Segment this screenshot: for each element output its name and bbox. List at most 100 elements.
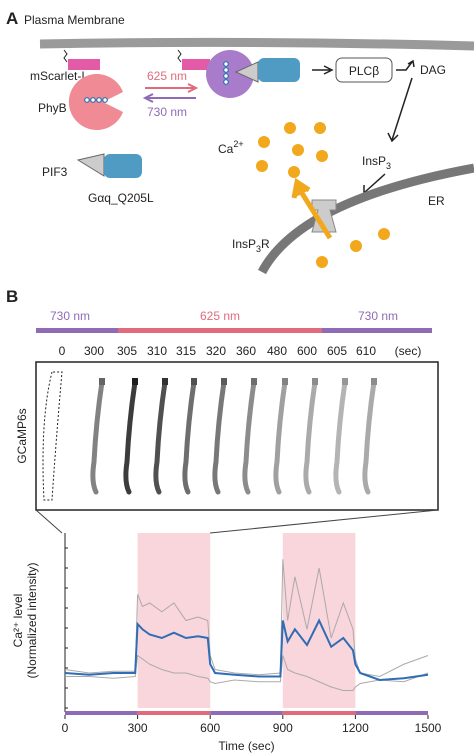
light-bar xyxy=(65,711,138,715)
trace xyxy=(64,618,429,682)
light-off: 730 nm xyxy=(147,105,187,119)
time-label: 600 xyxy=(297,344,317,358)
text: R xyxy=(261,237,270,251)
cell-outline xyxy=(42,371,63,501)
image-frame xyxy=(35,361,439,511)
cell-tip xyxy=(191,378,197,385)
ca-ions xyxy=(256,122,390,268)
gaq xyxy=(104,154,142,178)
insp3-label: InsP3 xyxy=(362,154,391,171)
subscript: 3 xyxy=(386,161,391,171)
light-bar xyxy=(282,711,356,715)
light-bar xyxy=(137,711,211,715)
phyb xyxy=(68,74,123,130)
x-tick-label: 600 xyxy=(200,721,220,735)
pif3 xyxy=(76,153,105,177)
cell xyxy=(362,379,377,495)
text: InsP xyxy=(362,154,386,168)
x-tick-label: 300 xyxy=(128,721,148,735)
cell-tip xyxy=(221,378,227,385)
mscarlet-label: mScarlet-I xyxy=(30,69,85,83)
er-membrane xyxy=(258,163,474,275)
plc-label: PLCβ xyxy=(349,64,379,78)
time-label: 480 xyxy=(267,344,287,358)
er-label: ER xyxy=(428,194,445,208)
plot: 0 300 600 900 1200 1500 Time (sec) Ca²⁺ level (N… xyxy=(11,533,442,753)
cell-tip xyxy=(342,378,348,385)
x-tick-label: 1500 xyxy=(415,721,442,735)
cell xyxy=(273,379,288,495)
gaq xyxy=(258,58,300,82)
mscarlet xyxy=(68,59,100,70)
x-tick-label: 1200 xyxy=(342,721,369,735)
time-label: 310 xyxy=(147,344,167,358)
light-period xyxy=(137,533,211,708)
cell-tip xyxy=(312,378,318,385)
light-segment xyxy=(118,328,322,333)
anchor xyxy=(63,49,68,63)
arrow xyxy=(142,93,196,103)
cell-tip xyxy=(251,378,257,385)
arrow xyxy=(387,77,413,143)
cell-images xyxy=(90,378,377,495)
y-axis-label: Ca²⁺ level xyxy=(11,594,25,648)
time-label: 360 xyxy=(236,344,256,358)
insp3r-label: InsP3R xyxy=(232,237,270,254)
cell-tip xyxy=(162,378,168,385)
phyb-label: PhyB xyxy=(38,101,67,115)
arrow xyxy=(312,65,334,75)
light-segment xyxy=(322,328,432,333)
light-bar xyxy=(210,711,283,715)
light-label: 730 nm xyxy=(358,309,398,323)
panel-label: B xyxy=(6,287,18,306)
trace xyxy=(64,559,429,678)
time-label: 305 xyxy=(117,344,137,358)
x-axis-label: Time (sec) xyxy=(218,739,274,753)
text: InsP xyxy=(232,237,256,251)
light-label: 625 nm xyxy=(200,309,240,323)
time-label: 315 xyxy=(176,344,196,358)
light-segment xyxy=(36,328,118,333)
light-bar xyxy=(355,711,428,715)
cell-tip xyxy=(282,378,288,385)
y-axis-label: (Normalized intensity) xyxy=(25,562,39,678)
cell xyxy=(333,379,348,495)
trace xyxy=(65,654,429,691)
cell-tip xyxy=(132,378,138,385)
zoom-lines xyxy=(35,509,439,534)
time-label: (sec) xyxy=(395,344,422,358)
ca-flux-arrow xyxy=(291,177,333,240)
cell-tip xyxy=(99,378,105,385)
x-tick-label: 0 xyxy=(62,721,69,735)
time-label: 300 xyxy=(84,344,104,358)
time-label: 605 xyxy=(327,344,347,358)
cell-tip xyxy=(371,378,377,385)
phyb-active xyxy=(206,50,254,98)
superscript: 2+ xyxy=(233,139,243,149)
subscript: 3 xyxy=(256,244,261,254)
arrow xyxy=(396,59,415,71)
time-label: 0 xyxy=(59,344,66,358)
gaq-label: Gαq_Q205L xyxy=(88,191,154,205)
cell xyxy=(303,379,318,495)
anchor xyxy=(177,49,182,63)
cell xyxy=(153,379,168,495)
image-label: GCaMP6s xyxy=(15,408,29,463)
cell xyxy=(123,379,138,495)
x-tick-label: 900 xyxy=(273,721,293,735)
time-label: 320 xyxy=(206,344,226,358)
ca-label: Ca2+ xyxy=(218,139,244,156)
plc-box xyxy=(335,57,393,83)
light-on: 625 nm xyxy=(147,69,187,83)
membrane xyxy=(39,37,474,51)
cell xyxy=(242,379,257,495)
membrane-label: Plasma Membrane xyxy=(24,13,125,27)
mscarlet xyxy=(182,59,210,70)
time-label: 610 xyxy=(356,344,376,358)
cell xyxy=(90,379,105,495)
cell xyxy=(212,379,227,495)
image-times: 0 300 305 310 315 320 360 480 600 605 610 (sec) xyxy=(59,344,422,358)
arrow xyxy=(145,83,199,93)
light-label: 730 nm xyxy=(50,309,90,323)
